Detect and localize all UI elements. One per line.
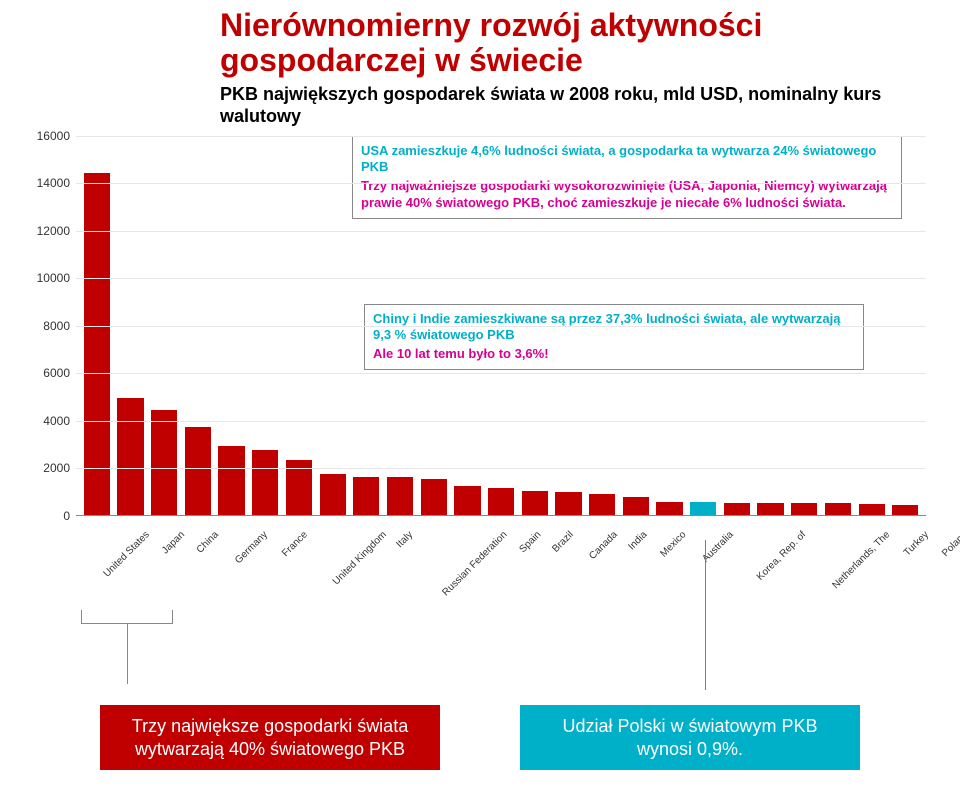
- bar: [151, 410, 177, 515]
- y-axis-label: 8000: [20, 319, 70, 333]
- bar: [488, 488, 514, 514]
- poland-connector-line: [705, 540, 706, 690]
- x-axis-label: China: [195, 523, 227, 555]
- x-axis-label: Canada: [587, 523, 625, 561]
- bracket-stem: [127, 624, 128, 684]
- x-axis-label: Italy: [394, 523, 420, 549]
- callout-top: USA zamieszkuje 4,6% ludności świata, a …: [352, 136, 902, 220]
- x-axis-label: Japan: [160, 523, 193, 556]
- gridline: [76, 231, 926, 232]
- bracket-top3: [81, 610, 173, 624]
- y-axis-label: 4000: [20, 414, 70, 428]
- x-axis-label: India: [626, 523, 655, 552]
- bar: [117, 398, 143, 514]
- bar: [859, 504, 885, 515]
- gridline: [76, 278, 926, 279]
- y-axis-label: 6000: [20, 366, 70, 380]
- x-axis-label: Poland: [940, 523, 960, 558]
- y-axis-label: 2000: [20, 461, 70, 475]
- y-axis-label: 14000: [20, 176, 70, 190]
- x-axis-label: Brazil: [551, 523, 582, 554]
- bottom-box-right: Udział Polski w światowym PKB wynosi 0,9…: [520, 705, 860, 770]
- bar-chart: USA zamieszkuje 4,6% ludności świata, a …: [20, 136, 940, 576]
- bar: [757, 503, 783, 515]
- callout-top-line1: USA zamieszkuje 4,6% ludności świata, a …: [361, 143, 876, 175]
- bar: [320, 474, 346, 514]
- bar: [252, 450, 278, 514]
- x-axis-label: Spain: [517, 523, 549, 555]
- bar: [522, 491, 548, 515]
- y-axis-label: 12000: [20, 224, 70, 238]
- bar: [724, 503, 750, 515]
- y-axis-label: 0: [20, 509, 70, 523]
- callout-mid: Chiny i Indie zamieszkiwane są przez 37,…: [364, 304, 864, 371]
- bar: [387, 477, 413, 515]
- bar: [353, 477, 379, 515]
- bar: [656, 502, 682, 515]
- x-axis-label: Mexico: [658, 523, 694, 559]
- bottom-boxes: Trzy największe gospodarki świata wytwar…: [0, 705, 960, 770]
- bar: [892, 505, 918, 515]
- gridline: [76, 183, 926, 184]
- bar: [589, 494, 615, 515]
- y-axis-label: 10000: [20, 271, 70, 285]
- page-title: Nierównomierny rozwój aktywności gospoda…: [0, 0, 960, 80]
- chart-subtitle: PKB największych gospodarek świata w 200…: [0, 80, 960, 135]
- bar: [454, 486, 480, 515]
- gridline: [76, 136, 926, 137]
- gridline: [76, 373, 926, 374]
- bar: [555, 492, 581, 515]
- x-axis-label: Russian Federation: [441, 523, 516, 598]
- gridline: [76, 326, 926, 327]
- x-axis-label: Turkey: [902, 523, 937, 558]
- bar: [623, 497, 649, 515]
- x-axis-label: France: [280, 523, 315, 558]
- bar: [791, 503, 817, 514]
- bar: [825, 503, 851, 514]
- y-axis-label: 16000: [20, 129, 70, 143]
- x-axis-labels: United StatesJapanChinaGermanyFranceUnit…: [76, 518, 926, 529]
- x-axis-label: Korea, Rep. of: [755, 523, 814, 582]
- callout-mid-line2: Ale 10 lat temu było to 3,6%!: [373, 346, 855, 363]
- bar: [421, 479, 447, 515]
- bar: [84, 173, 110, 515]
- gridline: [76, 468, 926, 469]
- x-axis-label: United States: [102, 523, 158, 579]
- bottom-box-left: Trzy największe gospodarki świata wytwar…: [100, 705, 440, 770]
- x-axis-label: Australia: [700, 523, 741, 564]
- x-axis-label: Germany: [233, 523, 276, 566]
- gridline: [76, 421, 926, 422]
- bar: [185, 427, 211, 515]
- x-axis-label: Netherlands, The: [831, 523, 899, 591]
- plot-area: USA zamieszkuje 4,6% ludności świata, a …: [76, 136, 926, 516]
- bar: [218, 446, 244, 515]
- bar: [690, 502, 716, 514]
- x-axis-label: United Kingdom: [331, 523, 395, 587]
